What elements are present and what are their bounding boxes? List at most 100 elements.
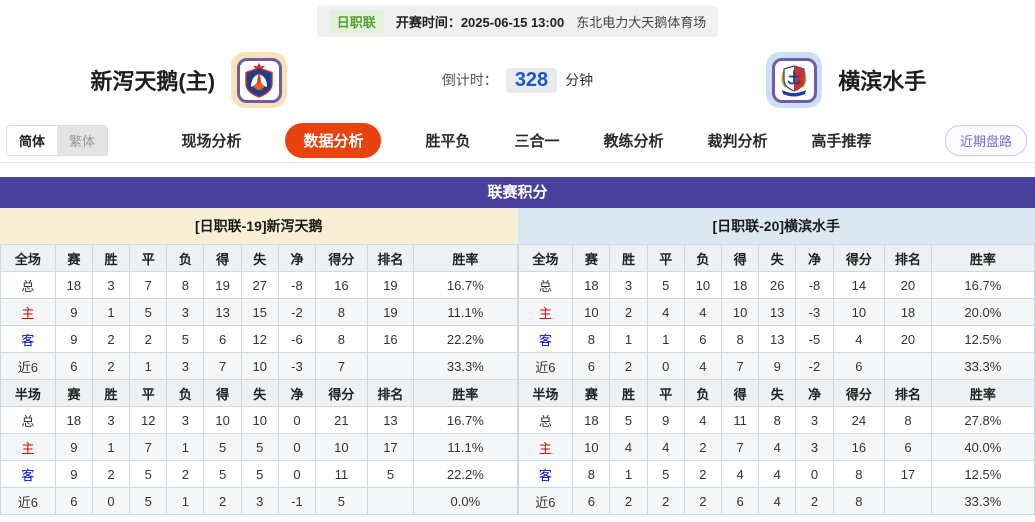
row-label: 主: [517, 433, 574, 461]
recent-odds-button[interactable]: 近期盘路: [944, 125, 1027, 156]
column-header: 胜: [609, 379, 648, 407]
stat-cell: 6: [683, 325, 722, 353]
stats-header-row: 半场赛胜平负得失净得分 排名 胜率: [0, 379, 518, 407]
stat-cell: 0: [91, 487, 131, 515]
stats-row: 近6 6 2 2 2 6 4 2 8 33.3%: [517, 487, 1035, 515]
column-header: 半场: [517, 379, 574, 407]
league-badge: 日职联: [328, 10, 384, 33]
column-header: 得分: [832, 244, 886, 272]
stat-cell: 1: [646, 325, 685, 353]
stat-cell: 10: [572, 433, 611, 461]
stat-cell: 3: [166, 298, 205, 326]
stat-cell: 9: [54, 298, 93, 326]
stats-row: 主 10 2 4 4 10 13 -3 10 18 20.0%: [517, 298, 1035, 326]
stat-cell: 2: [129, 325, 168, 353]
stat-cell: 7: [129, 433, 168, 461]
stat-cell: 5: [166, 325, 205, 353]
venue-name: 东北电力大天鹅体育场: [576, 15, 707, 30]
lang-simplified-button[interactable]: 简体: [7, 126, 58, 155]
tab-数据分析[interactable]: 数据分析: [285, 123, 382, 158]
table-title-row: [日职联-19]新泻天鹅 [日职联-20]横滨水手: [0, 208, 1035, 244]
stat-cell: 8: [884, 406, 932, 434]
column-header: 负: [166, 244, 205, 272]
stats-header-row: 全场赛胜平负得失净得分 排名 胜率: [0, 244, 518, 272]
column-header: 失: [758, 379, 797, 407]
section-title: 联赛积分: [0, 177, 1035, 208]
team-header-row: 新泻天鹅(主) 倒计时： 328 分钟: [0, 43, 1035, 117]
stat-cell: 5: [240, 433, 279, 461]
column-header: 赛: [54, 244, 93, 272]
column-header: 负: [166, 379, 205, 407]
stat-cell: 2: [609, 352, 648, 380]
stat-cell: 20: [884, 325, 932, 353]
stat-cell: 16.7%: [413, 406, 518, 434]
stat-cell: 18: [572, 271, 611, 299]
row-label: 近6: [0, 352, 56, 380]
stat-cell: 6: [572, 487, 611, 515]
stat-cell: 3: [166, 406, 205, 434]
stat-cell: 2: [683, 487, 722, 515]
stat-cell: 8: [832, 487, 886, 515]
stat-cell: 5: [129, 298, 168, 326]
tab-胜平负[interactable]: 胜平负: [425, 133, 471, 150]
stat-cell: 8: [315, 325, 368, 353]
stat-cell: 5: [366, 460, 415, 488]
stat-cell: 5: [646, 271, 685, 299]
stats-row: 客 9 2 2 5 6 12 -6 8 16 22.2%: [0, 325, 518, 353]
row-label: 总: [0, 271, 56, 299]
stat-cell: 6: [720, 487, 760, 515]
countdown-block: 倒计时： 328 分钟: [378, 67, 658, 93]
stat-cell: 20: [884, 271, 932, 299]
stat-cell: 26: [758, 271, 797, 299]
row-label: 主: [0, 433, 56, 461]
stat-cell: 12: [240, 325, 279, 353]
tab-三合一[interactable]: 三合一: [514, 133, 560, 150]
stat-cell: 13: [758, 298, 797, 326]
row-label: 近6: [517, 487, 574, 515]
column-header: 平: [646, 379, 685, 407]
stat-cell: 6: [884, 433, 932, 461]
stat-cell: 2: [91, 460, 131, 488]
column-header: 失: [240, 379, 279, 407]
stat-cell: 8: [315, 298, 368, 326]
tab-现场分析[interactable]: 现场分析: [181, 133, 242, 150]
stat-cell: 10: [720, 298, 760, 326]
tab-教练分析[interactable]: 教练分析: [603, 133, 664, 150]
stat-cell: 10: [683, 271, 722, 299]
analysis-tabs: 现场分析 数据分析 胜平负 三合一 教练分析 裁判分析 高手推荐: [108, 123, 945, 158]
tab-裁判分析[interactable]: 裁判分析: [707, 133, 768, 150]
stat-cell: 22.2%: [413, 460, 518, 488]
stat-cell: 9: [646, 406, 685, 434]
lang-traditional-button[interactable]: 繁体: [57, 126, 108, 155]
column-header: 负: [683, 379, 722, 407]
language-toggle: 简体 繁体: [6, 125, 109, 156]
stat-cell: [366, 352, 415, 380]
stat-cell: 15: [240, 298, 279, 326]
row-label: 总: [517, 406, 574, 434]
stat-cell: 0: [795, 460, 834, 488]
stat-cell: 7: [129, 271, 168, 299]
stat-cell: 2: [91, 325, 131, 353]
column-header: 得: [203, 379, 242, 407]
stat-cell: 4: [646, 433, 685, 461]
stat-cell: 4: [683, 406, 722, 434]
stat-cell: -8: [795, 271, 834, 299]
stat-cell: 33.3%: [930, 352, 1035, 380]
stat-cell: 11.1%: [413, 433, 518, 461]
home-stats-table: 全场赛胜平负得失净得分 排名 胜率总 18 3 7 8 19 27 -8 16 19 16.7% 主 9 1 5…: [0, 244, 518, 515]
stat-cell: 18: [572, 406, 611, 434]
stat-cell: 5: [129, 460, 168, 488]
stat-cell: 1: [91, 433, 131, 461]
stat-cell: 10: [203, 406, 242, 434]
stat-cell: 2: [646, 487, 685, 515]
stat-cell: 3: [795, 406, 834, 434]
stat-cell: 21: [315, 406, 368, 434]
row-label: 主: [0, 298, 56, 326]
stat-cell: 4: [609, 433, 648, 461]
column-header: 净: [277, 379, 317, 407]
stats-row: 主 10 4 4 2 7 4 3 16 6 40.0%: [517, 433, 1035, 461]
tab-高手推荐[interactable]: 高手推荐: [811, 133, 872, 150]
column-header: 半场: [0, 379, 56, 407]
column-header: 得: [720, 379, 760, 407]
stat-cell: 10: [572, 298, 611, 326]
